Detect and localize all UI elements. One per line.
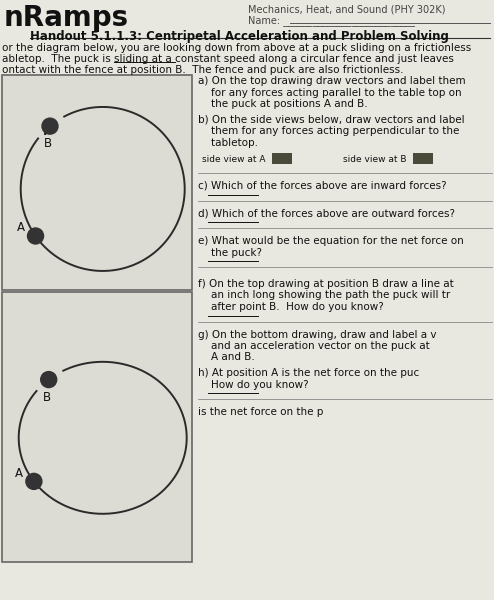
Text: B: B xyxy=(44,137,52,150)
Text: Mechanics, Heat, and Sound (PHY 302K): Mechanics, Heat, and Sound (PHY 302K) xyxy=(248,4,446,14)
Text: h) At position A is the net force on the puc: h) At position A is the net force on the… xyxy=(198,368,419,378)
Text: the puck?: the puck? xyxy=(198,247,262,257)
Bar xyxy=(2,75,192,290)
Text: A and B.: A and B. xyxy=(198,352,255,362)
Text: c) Which of the forces above are inward forces?: c) Which of the forces above are inward … xyxy=(198,181,447,191)
Text: for any forces acting parallel to the table top on: for any forces acting parallel to the ta… xyxy=(198,88,461,97)
Text: them for any forces acting perpendicular to the: them for any forces acting perpendicular… xyxy=(198,126,459,136)
Text: tabletop.: tabletop. xyxy=(198,137,258,148)
Text: f) On the top drawing at position B draw a line at: f) On the top drawing at position B draw… xyxy=(198,279,454,289)
Circle shape xyxy=(42,118,58,134)
Text: d) Which of the forces above are outward forces?: d) Which of the forces above are outward… xyxy=(198,208,455,218)
Circle shape xyxy=(26,473,42,490)
Circle shape xyxy=(41,371,57,388)
Bar xyxy=(2,292,192,562)
Text: after point B.  How do you know?: after point B. How do you know? xyxy=(198,302,384,312)
Circle shape xyxy=(28,228,43,244)
Text: Handout 5.1.1.3: Centripetal Acceleration and Problem Solving: Handout 5.1.1.3: Centripetal Acceleratio… xyxy=(30,30,449,43)
Text: side view at A: side view at A xyxy=(202,155,265,164)
Text: g) On the bottom drawing, draw and label a v: g) On the bottom drawing, draw and label… xyxy=(198,329,437,340)
Text: side view at B: side view at B xyxy=(343,155,407,164)
Text: ontact with the fence at position B.  The fence and puck are also frictionless.: ontact with the fence at position B. The… xyxy=(2,65,404,75)
Text: or the diagram below, you are looking down from above at a puck sliding on a fri: or the diagram below, you are looking do… xyxy=(2,43,471,53)
Bar xyxy=(272,153,292,164)
Text: the puck at positions A and B.: the puck at positions A and B. xyxy=(198,99,368,109)
Text: e) What would be the equation for the net force on: e) What would be the equation for the ne… xyxy=(198,236,464,246)
Text: an inch long showing the path the puck will tr: an inch long showing the path the puck w… xyxy=(198,290,450,301)
Bar xyxy=(413,153,433,164)
Text: and an acceleration vector on the puck at: and an acceleration vector on the puck a… xyxy=(198,341,430,351)
Text: is the net force on the p: is the net force on the p xyxy=(198,407,324,417)
Text: nRamps: nRamps xyxy=(4,4,129,32)
Text: How do you know?: How do you know? xyxy=(198,379,309,389)
Text: abletop.  The puck is sliding at a constant speed along a circular fence and jus: abletop. The puck is sliding at a consta… xyxy=(2,54,454,64)
Text: a) On the top drawing draw vectors and label them: a) On the top drawing draw vectors and l… xyxy=(198,76,466,86)
Text: b) On the side views below, draw vectors and label: b) On the side views below, draw vectors… xyxy=(198,115,465,124)
Text: Name: ___________________________: Name: ___________________________ xyxy=(248,15,415,26)
Text: A: A xyxy=(15,467,23,480)
Text: B: B xyxy=(42,391,51,404)
Text: A: A xyxy=(16,221,25,235)
